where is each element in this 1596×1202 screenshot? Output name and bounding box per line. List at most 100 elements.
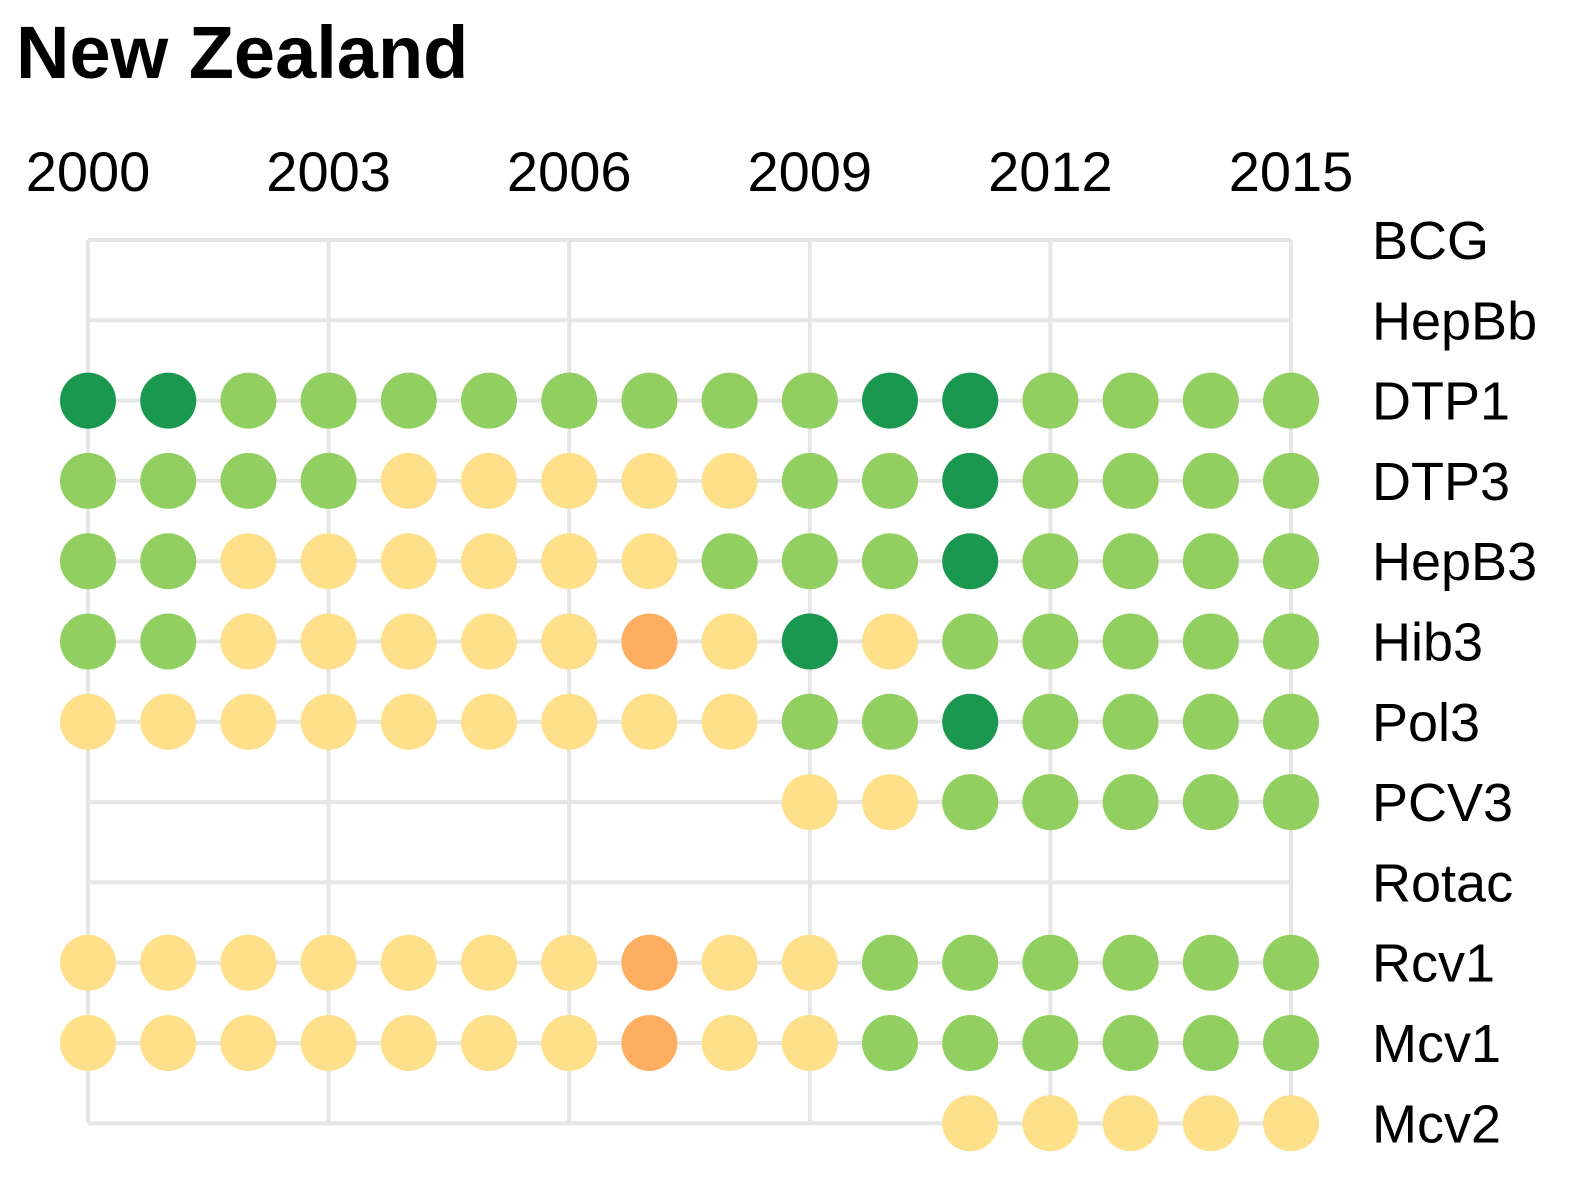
coverage-dots: [60, 372, 1319, 1152]
dot-rcv1-2012: [1022, 934, 1079, 991]
vaccine-label-mcv1: Mcv1: [1372, 1014, 1501, 1074]
dot-mcv1-2010: [862, 1015, 918, 1071]
dot-mcv2-2011: [942, 1095, 999, 1152]
dot-rcv1-2013: [1102, 934, 1159, 991]
dot-dtp3-2013: [1102, 452, 1159, 509]
dot-pol3-2014: [1182, 693, 1239, 750]
dot-hib3-2001: [140, 613, 197, 670]
vaccine-label-rotac: Rotac: [1372, 853, 1513, 913]
dot-mcv1-2013: [1102, 1015, 1159, 1071]
dot-mcv1-2011: [942, 1015, 999, 1071]
dot-hepb3-2001: [140, 533, 197, 590]
year-tick-label: 2012: [988, 140, 1113, 203]
dot-mcv1-2001: [140, 1015, 197, 1071]
dot-pol3-2004: [380, 693, 437, 750]
dot-dtp3-2011: [942, 452, 999, 509]
vaccine-label-mcv2: Mcv2: [1372, 1094, 1501, 1154]
dot-pol3-2008: [701, 693, 758, 750]
grid-lines: [86, 238, 1293, 1126]
dot-dtp1-2002: [220, 372, 277, 429]
dot-pol3-2000: [60, 693, 116, 750]
dot-mcv1-2014: [1182, 1015, 1239, 1071]
dot-dtp1-2013: [1102, 372, 1159, 429]
dot-pol3-2001: [140, 693, 197, 750]
dot-dtp3-2010: [862, 452, 918, 509]
dot-dtp3-2007: [621, 452, 678, 509]
dot-rcv1-2001: [140, 934, 197, 991]
dot-mcv1-2005: [461, 1015, 517, 1071]
dot-hepb3-2007: [621, 533, 678, 590]
vaccine-label-hib3: Hib3: [1372, 613, 1483, 673]
dot-mcv1-2003: [300, 1015, 357, 1071]
vaccine-label-hepb3: HepB3: [1372, 532, 1537, 592]
vaccine-label-pcv3: PCV3: [1372, 773, 1513, 833]
dot-dtp3-2003: [300, 452, 357, 509]
dot-hib3-2015: [1263, 613, 1319, 670]
dot-dtp3-2012: [1022, 452, 1079, 509]
dot-pol3-2007: [621, 693, 678, 750]
dot-hepb3-2008: [701, 533, 758, 590]
dot-rcv1-2002: [220, 934, 277, 991]
year-tick-label: 2006: [507, 140, 632, 203]
dot-dtp1-2003: [300, 372, 357, 429]
year-tick-label: 2003: [266, 140, 391, 203]
dot-dtp1-2008: [701, 372, 758, 429]
vaccine-labels: BCG HepBb DTP1 DTP3 HepB3 Hib3 Pol3 PCV3 Rotac Rc…: [1372, 211, 1537, 1154]
dot-pcv3-2012: [1022, 774, 1079, 831]
dot-dtp1-2007: [621, 372, 678, 429]
dot-rcv1-2003: [300, 934, 357, 991]
dot-mcv2-2013: [1102, 1095, 1159, 1152]
dot-hib3-2013: [1102, 613, 1159, 670]
dot-pol3-2011: [942, 693, 999, 750]
dot-dtp3-2005: [461, 452, 517, 509]
dot-rcv1-2005: [461, 934, 517, 991]
dot-dtp1-2004: [380, 372, 437, 429]
dot-hib3-2011: [942, 613, 999, 670]
dot-pol3-2010: [862, 693, 918, 750]
dot-dtp3-2014: [1182, 452, 1239, 509]
dot-dtp3-2015: [1263, 452, 1319, 509]
dot-dtp1-2012: [1022, 372, 1079, 429]
dot-mcv1-2009: [781, 1015, 838, 1071]
dot-dtp1-2001: [140, 372, 197, 429]
vaccine-label-rcv1: Rcv1: [1372, 934, 1495, 994]
dot-hepb3-2012: [1022, 533, 1079, 590]
dot-pol3-2002: [220, 693, 277, 750]
dot-pol3-2003: [300, 693, 357, 750]
vaccine-label-bcg: BCG: [1372, 211, 1489, 271]
dot-rcv1-2015: [1263, 934, 1319, 991]
dot-hepb3-2010: [862, 533, 918, 590]
dot-hib3-2007: [621, 613, 678, 670]
dot-hepb3-2005: [461, 533, 517, 590]
dot-mcv1-2000: [60, 1015, 116, 1071]
year-tick-label: 2015: [1229, 140, 1354, 203]
dot-hib3-2005: [461, 613, 517, 670]
dot-hib3-2008: [701, 613, 758, 670]
dot-pol3-2009: [781, 693, 838, 750]
dot-mcv1-2015: [1263, 1015, 1319, 1071]
dot-hepb3-2014: [1182, 533, 1239, 590]
dot-mcv1-2012: [1022, 1015, 1079, 1071]
vaccine-label-dtp3: DTP3: [1372, 452, 1510, 512]
dot-hepb3-2013: [1102, 533, 1159, 590]
vaccine-label-pol3: Pol3: [1372, 693, 1480, 753]
dot-hib3-2002: [220, 613, 277, 670]
dot-dtp3-2002: [220, 452, 277, 509]
dot-dtp3-2008: [701, 452, 758, 509]
dot-mcv2-2012: [1022, 1095, 1079, 1152]
dot-dtp1-2011: [942, 372, 999, 429]
dot-dtp1-2015: [1263, 372, 1319, 429]
dot-mcv1-2007: [621, 1015, 678, 1071]
dot-pcv3-2009: [781, 774, 838, 831]
dot-dtp3-2006: [541, 452, 598, 509]
dot-dtp1-2005: [461, 372, 517, 429]
dot-pol3-2005: [461, 693, 517, 750]
dot-hepb3-2004: [380, 533, 437, 590]
dot-hib3-2000: [60, 613, 116, 670]
dot-rcv1-2009: [781, 934, 838, 991]
dot-hib3-2004: [380, 613, 437, 670]
dot-pol3-2006: [541, 693, 598, 750]
dot-dtp3-2000: [60, 452, 116, 509]
